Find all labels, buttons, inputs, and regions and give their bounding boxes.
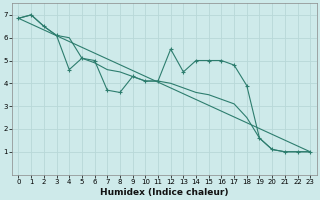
X-axis label: Humidex (Indice chaleur): Humidex (Indice chaleur) xyxy=(100,188,228,197)
